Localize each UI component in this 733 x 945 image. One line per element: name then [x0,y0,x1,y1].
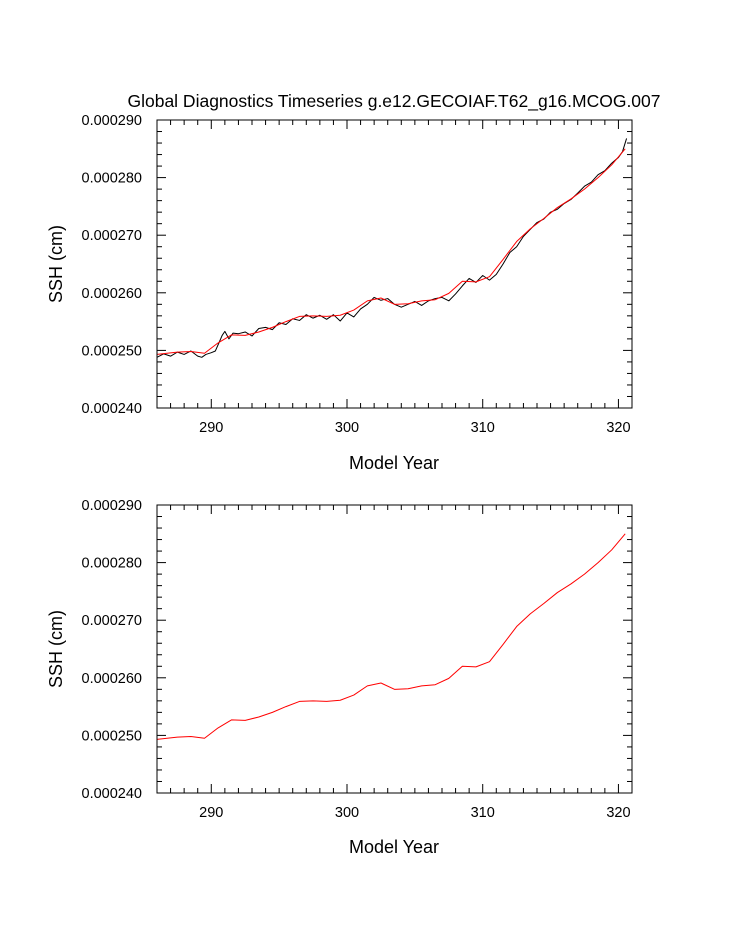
x-tick-label: 310 [471,805,495,821]
y-tick-label: 0.000260 [82,286,142,302]
y-tick-label: 0.000290 [82,113,142,129]
top-panel: 290 300 310 320 0.000240 0.000250 0.000260 0.00… [46,113,633,473]
bottom-x-axis-label: Model Year [349,837,439,857]
y-tick-label: 0.000250 [82,728,142,744]
bottom-series-layer [156,533,626,740]
y-tick-label: 0.000290 [82,498,142,514]
y-tick-label: 0.000270 [82,228,142,244]
bottom-y-axis-label: SSH (cm) [46,610,66,688]
y-tick-label: 0.000240 [82,786,142,802]
x-tick-label: 290 [199,805,223,821]
top-series-layer [156,138,628,358]
x-tick-label: 320 [606,420,630,436]
top-tick-labels: 290 300 310 320 0.000240 0.000250 0.000260 0.00… [82,113,631,436]
y-tick-label: 0.000270 [82,613,142,629]
x-tick-label: 300 [335,805,359,821]
x-tick-label: 290 [199,420,223,436]
x-tick-label: 300 [335,420,359,436]
y-tick-label: 0.000250 [82,343,142,359]
y-tick-label: 0.000280 [82,171,142,187]
bottom-plot-frame [156,504,633,794]
x-tick-label: 320 [606,805,630,821]
bottom-series-line-0 [156,533,626,740]
top-x-axis-label: Model Year [349,453,439,473]
y-tick-label: 0.000240 [82,401,142,417]
bottom-tick-labels: 290 300 310 320 0.000240 0.000250 0.000260 0.00… [82,498,631,821]
top-series-line-0 [156,138,628,358]
top-series-line-1 [156,148,626,355]
top-y-axis-label: SSH (cm) [46,225,66,303]
top-plot-frame [156,119,633,409]
y-tick-label: 0.000280 [82,556,142,572]
y-tick-label: 0.000260 [82,671,142,687]
top-tick-marks [156,119,633,409]
x-tick-label: 310 [471,420,495,436]
bottom-panel: 290 300 310 320 0.000240 0.000250 0.000260 0.00… [46,498,633,857]
chart-title: Global Diagnostics Timeseries g.e12.GECO… [127,91,660,112]
bottom-tick-marks [156,504,633,794]
